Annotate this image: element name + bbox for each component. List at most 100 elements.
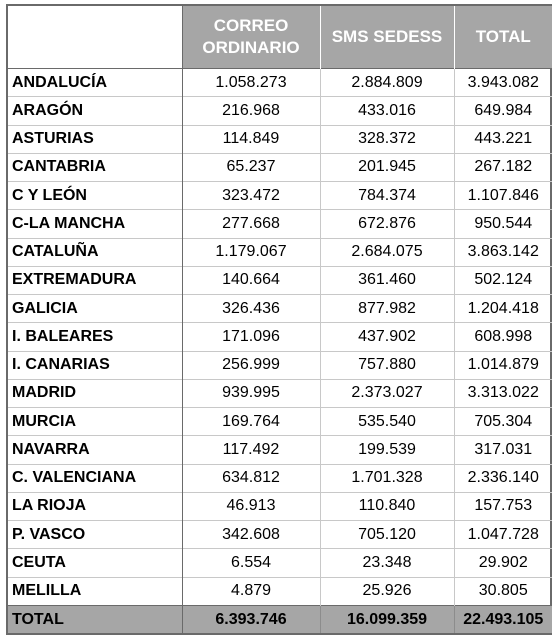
- row-sms-cell: 1.701.328: [320, 463, 455, 493]
- table-body: ANDALUCÍA 1.058.273 2.884.809 3.943.082 ARAG…: [8, 67, 552, 606]
- row-total-cell: 3.863.142: [454, 237, 552, 267]
- row-region-cell: MELILLA: [8, 576, 183, 606]
- row-correo-cell: 140.664: [182, 265, 321, 295]
- table-row: CATALUÑA 1.179.067 2.684.075 3.863.142: [8, 237, 552, 267]
- row-sms-cell: 25.926: [320, 576, 455, 606]
- table-row: NAVARRA 117.492 199.539 317.031: [8, 435, 552, 464]
- table-row: ASTURIAS 114.849 328.372 443.221: [8, 124, 552, 154]
- header-total: TOTAL: [454, 6, 552, 69]
- row-total-cell: 3.313.022: [454, 378, 552, 408]
- row-total-cell: 3.943.082: [454, 67, 552, 97]
- row-sms-cell: 784.374: [320, 180, 455, 210]
- row-region-cell: CANTABRIA: [8, 152, 183, 182]
- row-region-cell: C-LA MANCHA: [8, 209, 183, 238]
- row-sms-cell: 877.982: [320, 293, 455, 323]
- row-correo-cell: 1.179.067: [182, 237, 321, 267]
- row-total-cell: 649.984: [454, 96, 552, 125]
- row-correo-cell: 216.968: [182, 96, 321, 125]
- row-sms-cell: 672.876: [320, 209, 455, 238]
- row-correo-cell: 256.999: [182, 350, 321, 380]
- row-sms-cell: 110.840: [320, 491, 455, 521]
- table-row: GALICIA 326.436 877.982 1.204.418: [8, 293, 552, 323]
- row-correo-cell: 277.668: [182, 209, 321, 238]
- header-correo-line2: ORDINARIO: [202, 38, 300, 57]
- row-correo-cell: 65.237: [182, 152, 321, 182]
- totals-total: 22.493.105: [454, 605, 552, 633]
- row-total-cell: 157.753: [454, 491, 552, 521]
- row-total-cell: 267.182: [454, 152, 552, 182]
- table-row: MADRID 939.995 2.373.027 3.313.022: [8, 378, 552, 408]
- row-correo-cell: 169.764: [182, 406, 321, 436]
- row-sms-cell: 199.539: [320, 435, 455, 464]
- row-sms-cell: 201.945: [320, 152, 455, 182]
- table-row: C Y LEÓN 323.472 784.374 1.107.846: [8, 180, 552, 210]
- row-total-cell: 1.107.846: [454, 180, 552, 210]
- row-correo-cell: 1.058.273: [182, 67, 321, 97]
- data-table-frame: CORREO ORDINARIO SMS SEDESS TOTAL ANDALU…: [6, 4, 552, 635]
- header-sms-sedess: SMS SEDESS: [320, 6, 455, 69]
- totals-sms: 16.099.359: [320, 605, 455, 633]
- row-correo-cell: 323.472: [182, 180, 321, 210]
- table-row: EXTREMADURA 140.664 361.460 502.124: [8, 265, 552, 295]
- table-footer: TOTAL 6.393.746 16.099.359 22.493.105: [8, 605, 552, 633]
- table-row: P. VASCO 342.608 705.120 1.047.728: [8, 519, 552, 549]
- row-correo-cell: 4.879: [182, 576, 321, 606]
- row-region-cell: MADRID: [8, 378, 183, 408]
- row-region-cell: ARAGÓN: [8, 96, 183, 125]
- row-total-cell: 705.304: [454, 406, 552, 436]
- row-correo-cell: 117.492: [182, 435, 321, 464]
- row-sms-cell: 2.884.809: [320, 67, 455, 97]
- row-correo-cell: 326.436: [182, 293, 321, 323]
- table-row: CEUTA 6.554 23.348 29.902: [8, 548, 552, 577]
- row-total-cell: 950.544: [454, 209, 552, 238]
- row-region-cell: I. CANARIAS: [8, 350, 183, 380]
- totals-row: TOTAL 6.393.746 16.099.359 22.493.105: [8, 605, 552, 633]
- row-region-cell: P. VASCO: [8, 519, 183, 549]
- row-correo-cell: 46.913: [182, 491, 321, 521]
- header-region-cell: [8, 6, 183, 69]
- table-row: LA RIOJA 46.913 110.840 157.753: [8, 491, 552, 521]
- table-row: C-LA MANCHA 277.668 672.876 950.544: [8, 209, 552, 238]
- row-total-cell: 2.336.140: [454, 463, 552, 493]
- row-sms-cell: 433.016: [320, 96, 455, 125]
- row-region-cell: CATALUÑA: [8, 237, 183, 267]
- row-sms-cell: 361.460: [320, 265, 455, 295]
- data-table: CORREO ORDINARIO SMS SEDESS TOTAL ANDALU…: [8, 6, 552, 633]
- totals-correo: 6.393.746: [182, 605, 321, 633]
- row-correo-cell: 342.608: [182, 519, 321, 549]
- row-region-cell: ASTURIAS: [8, 124, 183, 154]
- row-region-cell: I. BALEARES: [8, 322, 183, 351]
- row-sms-cell: 2.684.075: [320, 237, 455, 267]
- row-correo-cell: 171.096: [182, 322, 321, 351]
- row-sms-cell: 437.902: [320, 322, 455, 351]
- row-total-cell: 1.047.728: [454, 519, 552, 549]
- row-total-cell: 1.014.879: [454, 350, 552, 380]
- row-correo-cell: 114.849: [182, 124, 321, 154]
- totals-label: TOTAL: [8, 605, 183, 633]
- row-region-cell: NAVARRA: [8, 435, 183, 464]
- row-total-cell: 30.805: [454, 576, 552, 606]
- table-header: CORREO ORDINARIO SMS SEDESS TOTAL: [8, 6, 552, 69]
- row-region-cell: MURCIA: [8, 406, 183, 436]
- row-region-cell: ANDALUCÍA: [8, 67, 183, 97]
- table-row: CANTABRIA 65.237 201.945 267.182: [8, 152, 552, 182]
- row-region-cell: GALICIA: [8, 293, 183, 323]
- row-total-cell: 29.902: [454, 548, 552, 577]
- row-sms-cell: 535.540: [320, 406, 455, 436]
- row-correo-cell: 939.995: [182, 378, 321, 408]
- table-row: I. BALEARES 171.096 437.902 608.998: [8, 322, 552, 351]
- row-sms-cell: 757.880: [320, 350, 455, 380]
- row-region-cell: CEUTA: [8, 548, 183, 577]
- table-row: ANDALUCÍA 1.058.273 2.884.809 3.943.082: [8, 67, 552, 97]
- table-row: C. VALENCIANA 634.812 1.701.328 2.336.140: [8, 463, 552, 493]
- row-region-cell: C Y LEÓN: [8, 180, 183, 210]
- row-total-cell: 502.124: [454, 265, 552, 295]
- header-row: CORREO ORDINARIO SMS SEDESS TOTAL: [8, 6, 552, 69]
- row-correo-cell: 634.812: [182, 463, 321, 493]
- header-correo-line1: CORREO: [213, 16, 289, 35]
- row-sms-cell: 328.372: [320, 124, 455, 154]
- row-total-cell: 443.221: [454, 124, 552, 154]
- row-total-cell: 1.204.418: [454, 293, 552, 323]
- row-sms-cell: 2.373.027: [320, 378, 455, 408]
- row-total-cell: 608.998: [454, 322, 552, 351]
